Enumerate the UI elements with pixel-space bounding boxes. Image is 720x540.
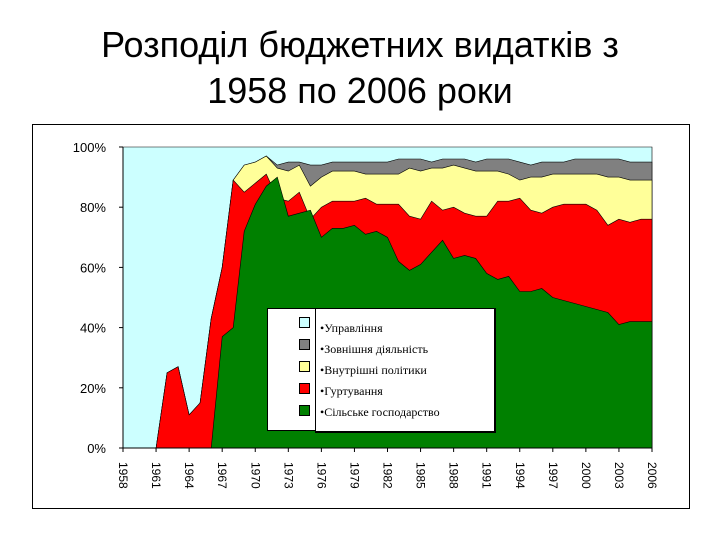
x-tick-label: 1994 <box>513 462 527 489</box>
x-tick-label: 1985 <box>414 462 428 489</box>
chart-frame <box>32 124 690 509</box>
x-tick-label: 1991 <box>480 462 494 489</box>
x-tick-label: 1964 <box>182 462 196 489</box>
legend-swatch-silske <box>299 405 310 416</box>
x-tick-label: 1979 <box>347 462 361 489</box>
x-tick-label: 1958 <box>116 462 130 489</box>
legend-swatch-vnutrishni <box>299 361 310 372</box>
legend-swatch-upravlinnia <box>299 317 310 328</box>
x-tick-label: 1976 <box>314 462 328 489</box>
legend-swatch-hurtuvannia <box>299 383 310 394</box>
x-tick-labels: 1958 1961 1964 1967 1970 1973 1976 1979 1982 1985… <box>116 448 659 489</box>
y-tick-label: 80% <box>80 200 106 215</box>
x-tick-label: 1961 <box>149 462 163 489</box>
x-tick-label: 1973 <box>281 462 295 489</box>
y-tick-labels: 0% 20% 40% 60% 80% 100% <box>73 140 123 456</box>
x-tick-label: 2003 <box>612 462 626 489</box>
legend-item-zovnishnia: •Зовнішня діяльність <box>320 342 429 356</box>
chart-legend: •Управління •Зовнішня діяльність •Внутрі… <box>315 308 496 433</box>
legend-item-silske: •Сільське господарство <box>320 405 440 419</box>
y-tick-label: 100% <box>73 140 107 155</box>
x-tick-label: 2000 <box>579 462 593 489</box>
slide-title: Розподіл бюджетних видатків з 1958 по 20… <box>0 22 720 114</box>
x-tick-label: 1988 <box>447 462 461 489</box>
y-tick-label: 0% <box>87 441 106 456</box>
legend-item-hurtuvannia: •Гуртування <box>320 384 383 398</box>
y-tick-label: 20% <box>80 381 106 396</box>
legend-item-vnutrishni: •Внутрішні політики <box>320 363 427 377</box>
legend-swatch-zovnishnia <box>299 339 310 350</box>
x-tick-label: 1967 <box>215 462 229 489</box>
title-line-2: 1958 по 2006 роки <box>207 70 513 111</box>
x-tick-label: 2006 <box>645 462 659 489</box>
x-tick-label: 1970 <box>248 462 262 489</box>
x-tick-label: 1982 <box>381 462 395 489</box>
legend-item-upravlinnia: •Управління <box>320 321 383 335</box>
y-tick-label: 40% <box>80 321 106 336</box>
y-tick-label: 60% <box>80 260 106 275</box>
x-tick-label: 1997 <box>546 462 560 489</box>
title-line-1: Розподіл бюджетних видатків з <box>101 24 619 65</box>
